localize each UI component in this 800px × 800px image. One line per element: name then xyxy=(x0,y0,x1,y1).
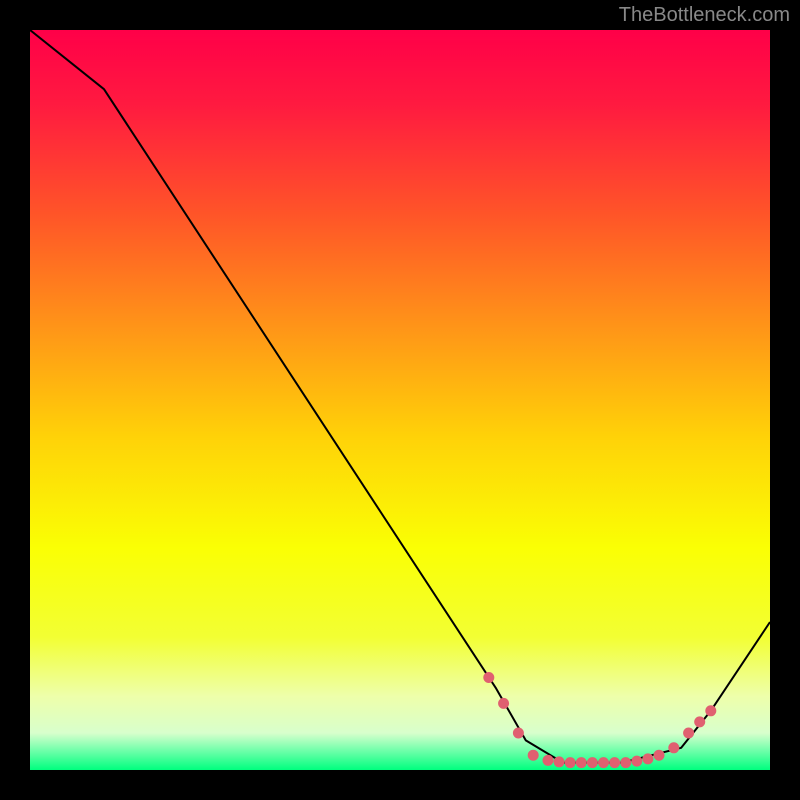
watermark-text: TheBottleneck.com xyxy=(619,4,790,27)
marker-point xyxy=(565,758,575,768)
marker-point xyxy=(621,758,631,768)
chart-background xyxy=(30,30,770,770)
marker-point xyxy=(484,673,494,683)
plot-area xyxy=(30,30,770,770)
marker-point xyxy=(632,756,642,766)
chart-svg xyxy=(30,30,770,770)
marker-point xyxy=(599,758,609,768)
marker-point xyxy=(576,758,586,768)
marker-point xyxy=(654,750,664,760)
marker-point xyxy=(528,750,538,760)
marker-point xyxy=(513,728,523,738)
marker-point xyxy=(669,743,679,753)
chart-container: TheBottleneck.com xyxy=(0,0,800,800)
marker-point xyxy=(587,758,597,768)
marker-point xyxy=(684,728,694,738)
marker-point xyxy=(695,717,705,727)
marker-point xyxy=(706,706,716,716)
marker-point xyxy=(543,755,553,765)
marker-point xyxy=(499,698,509,708)
marker-point xyxy=(610,758,620,768)
marker-point xyxy=(643,754,653,764)
marker-point xyxy=(554,757,564,767)
